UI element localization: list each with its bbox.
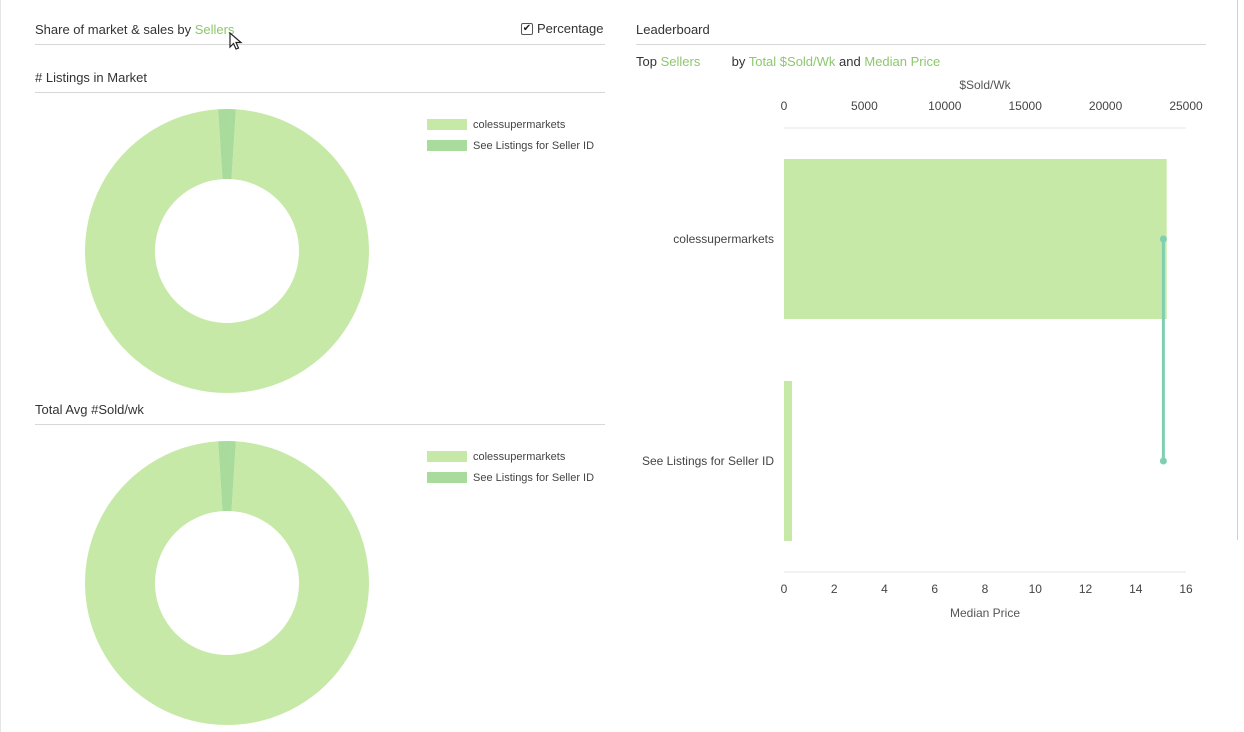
- x-tick-bottom: 0: [781, 582, 788, 596]
- x-tick-top: 10000: [928, 99, 962, 113]
- x-tick-top: 20000: [1089, 99, 1123, 113]
- mouse-cursor-icon: [229, 32, 243, 50]
- donut-slice-see-listings-for-seller-id[interactable]: [218, 109, 236, 180]
- x-tick-top: 15000: [1009, 99, 1043, 113]
- legend-swatch: [427, 140, 467, 151]
- leaderboard-subtitle: Top Sellers by Total $Sold/Wk and Median…: [636, 54, 940, 69]
- percentage-checkbox[interactable]: ✔: [521, 22, 533, 35]
- x-tick-top: 5000: [851, 99, 878, 113]
- top-label: Top: [636, 54, 657, 69]
- bar-colessupermarkets[interactable]: [784, 159, 1167, 319]
- x-tick-top: 25000: [1169, 99, 1203, 113]
- metric-sold-link[interactable]: Total $Sold/Wk: [748, 54, 836, 69]
- percentage-label: Percentage: [537, 21, 604, 36]
- sold-legend: colessupermarkets See Listings for Selle…: [427, 446, 594, 488]
- median-price-point[interactable]: [1159, 235, 1167, 243]
- metric-median-link[interactable]: Median Price: [864, 54, 941, 69]
- and-label: and: [839, 54, 861, 69]
- legend-label: See Listings for Seller ID: [473, 139, 595, 152]
- median-price-point[interactable]: [1159, 457, 1167, 465]
- listings-legend: colessupermarkets See Listings for Selle…: [427, 114, 594, 156]
- legend-item[interactable]: colessupermarkets: [427, 446, 594, 467]
- sold-divider: [35, 424, 605, 425]
- x-tick-bottom: 4: [881, 582, 888, 596]
- listings-divider: [35, 92, 605, 93]
- x-tick-bottom: 6: [931, 582, 938, 596]
- sold-donut-chart: [85, 441, 370, 725]
- legend-label: colessupermarkets: [473, 118, 566, 131]
- donut-slice-colessupermarkets[interactable]: [85, 109, 370, 393]
- legend-swatch: [427, 451, 467, 462]
- leaderboard-divider: [636, 44, 1206, 45]
- share-sellers-link[interactable]: Sellers: [194, 22, 235, 37]
- legend-item[interactable]: colessupermarkets: [427, 114, 594, 135]
- leaderboard-bar-chart: $Sold/Wk 0 5000 10000 15000 20000 25000 colessu…: [642, 78, 1203, 620]
- share-divider: [35, 44, 605, 45]
- y-category-label: See Listings for Seller ID: [642, 454, 774, 468]
- x-tick-bottom: 2: [831, 582, 838, 596]
- percentage-toggle[interactable]: ✔ Percentage: [521, 21, 604, 36]
- by-label: by: [731, 54, 746, 69]
- donut-slice-colessupermarkets[interactable]: [85, 441, 370, 725]
- legend-swatch: [427, 119, 467, 130]
- share-title-prefix: Share of market & sales by: [35, 22, 195, 37]
- x-tick-bottom: 14: [1129, 582, 1143, 596]
- x-tick-bottom: 16: [1179, 582, 1193, 596]
- donut-slice-see-listings-for-seller-id[interactable]: [218, 441, 236, 512]
- bar-see-listings-for-seller-id[interactable]: [784, 381, 793, 541]
- legend-label: colessupermarkets: [473, 450, 566, 463]
- x-tick-bottom: 10: [1029, 582, 1043, 596]
- y-category-label: colessupermarkets: [673, 232, 774, 246]
- frame-right-border: [1237, 0, 1238, 540]
- listings-title: # Listings in Market: [35, 70, 147, 85]
- legend-item[interactable]: See Listings for Seller ID: [427, 467, 594, 488]
- sold-title: Total Avg #Sold/wk: [35, 402, 144, 417]
- x-tick-bottom: 8: [982, 582, 989, 596]
- listings-donut-chart: [85, 109, 370, 393]
- x-axis-title-top: $Sold/Wk: [959, 78, 1011, 92]
- x-tick-top: 0: [781, 99, 788, 113]
- legend-swatch: [427, 472, 467, 483]
- legend-item[interactable]: See Listings for Seller ID: [427, 135, 594, 156]
- x-tick-bottom: 12: [1079, 582, 1093, 596]
- x-axis-title-bottom: Median Price: [950, 606, 1020, 620]
- leaderboard-title: Leaderboard: [636, 22, 710, 37]
- top-sellers-link[interactable]: Sellers: [660, 54, 701, 69]
- share-title: Share of market & sales by Sellers: [35, 22, 234, 37]
- legend-label: See Listings for Seller ID: [473, 471, 595, 484]
- frame-left-border: [0, 0, 1, 732]
